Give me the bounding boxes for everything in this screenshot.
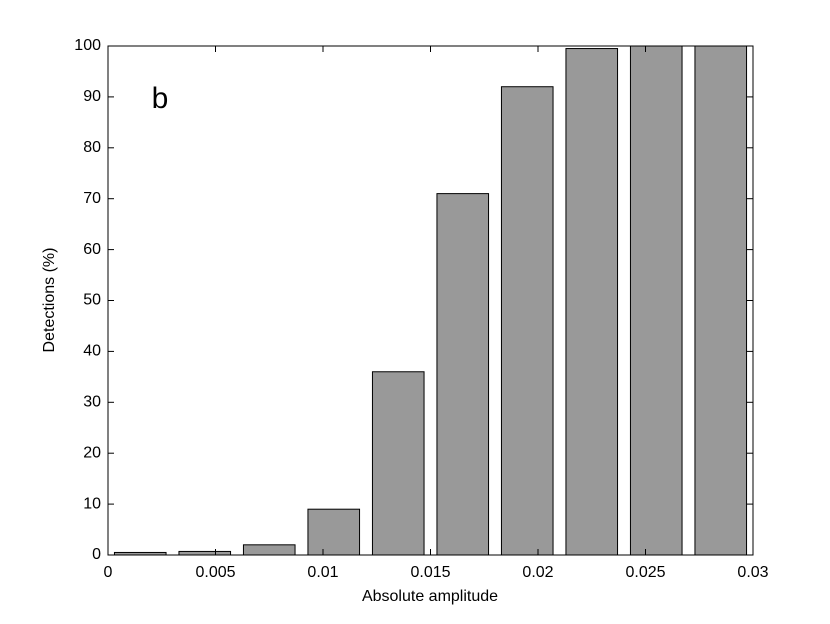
x-tick-label: 0.02 xyxy=(522,564,553,581)
y-tick-label: 50 xyxy=(83,292,101,309)
bar xyxy=(500,86,554,556)
bar xyxy=(629,45,683,556)
y-tick-label: 90 xyxy=(83,88,101,105)
x-tick-label: 0.03 xyxy=(737,564,768,581)
x-tick-label: 0.025 xyxy=(625,564,665,581)
bar xyxy=(436,193,490,556)
y-tick-label: 40 xyxy=(83,343,101,360)
x-tick-label: 0.005 xyxy=(195,564,235,581)
x-tick-label: 0 xyxy=(104,564,113,581)
bar xyxy=(242,544,296,556)
x-tick-label: 0.01 xyxy=(307,564,338,581)
bar xyxy=(371,371,425,556)
y-tick-label: 70 xyxy=(83,190,101,207)
y-tick-label: 100 xyxy=(74,37,101,54)
bar xyxy=(307,508,361,556)
y-tick-label: 20 xyxy=(83,444,101,461)
y-tick-label: 30 xyxy=(83,394,101,411)
x-axis-label: Absolute amplitude xyxy=(362,588,498,605)
y-axis-label: Detections (%) xyxy=(41,248,58,353)
bar xyxy=(565,48,619,556)
bar xyxy=(694,45,748,556)
y-tick-label: 10 xyxy=(83,495,101,512)
y-tick-label: 60 xyxy=(83,241,101,258)
x-tick-label: 0.015 xyxy=(410,564,450,581)
bar xyxy=(178,550,232,556)
panel-label: b xyxy=(152,82,169,115)
y-tick-label: 80 xyxy=(83,139,101,156)
y-tick-label: 0 xyxy=(92,546,101,563)
